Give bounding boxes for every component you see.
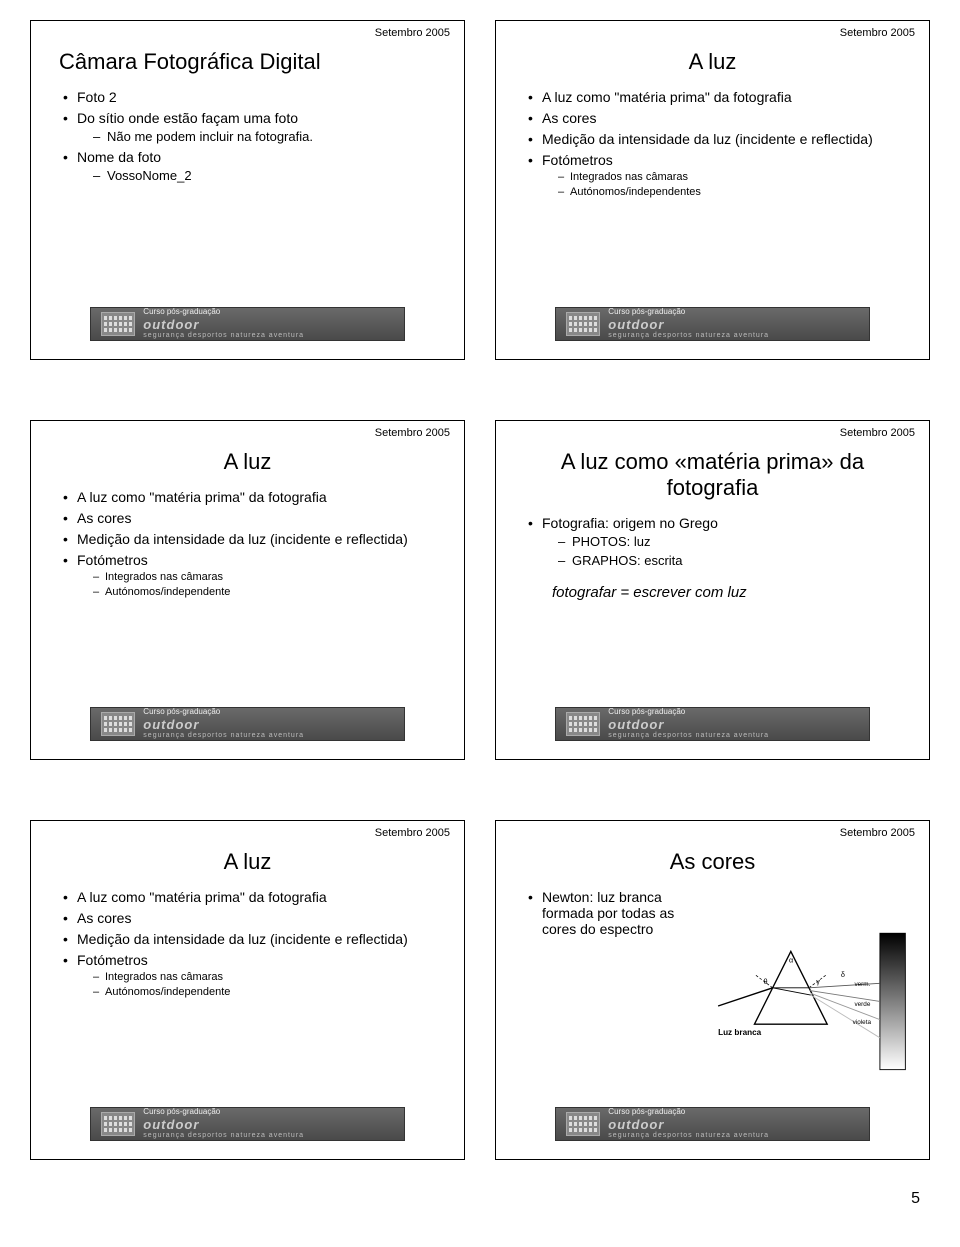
list-item: Fotografia: origem no Grego PHOTOS: luz … (528, 515, 909, 568)
slide-body: Fotografia: origem no Grego PHOTOS: luz … (516, 515, 909, 707)
slide-title: A luz (51, 849, 444, 875)
list-sub-item: VossoNome_2 (93, 168, 444, 183)
label-verm: verm. (854, 981, 870, 988)
footer-logo-icon (101, 312, 135, 336)
slide-aluz-2: Setembro 2005 A luz A luz como "matéria … (30, 420, 465, 760)
slide-title: As cores (516, 849, 909, 875)
slide-title: Câmara Fotográfica Digital (51, 49, 444, 75)
slide-date: Setembro 2005 (375, 427, 450, 439)
slide-as-cores: Setembro 2005 As cores Newton: luz branc… (495, 820, 930, 1160)
list-sub-item: Integrados nas câmaras (93, 571, 444, 583)
slide-date: Setembro 2005 (375, 827, 450, 839)
list-item: Fotómetros Integrados nas câmaras Autóno… (528, 152, 909, 198)
list-sub-item: PHOTOS: luz (558, 534, 909, 549)
angle-alpha: α (789, 955, 793, 964)
slide-title: A luz (516, 49, 909, 75)
list-item: A luz como "matéria prima" da fotografia (63, 889, 444, 905)
list-item: A luz como "matéria prima" da fotografia (63, 489, 444, 505)
slide-grid: Setembro 2005 Câmara Fotográfica Digital… (30, 20, 930, 1160)
list-item: Foto 2 (63, 89, 444, 105)
slide-title: A luz como «matéria prima» da fotografia (516, 449, 909, 501)
list-item: A luz como "matéria prima" da fotografia (528, 89, 909, 105)
slide-body: A luz como "matéria prima" da fotografia… (51, 489, 444, 707)
angle-gamma: γ (816, 977, 820, 986)
footer-banner: Curso pós-graduação outdoor segurança de… (555, 1107, 869, 1141)
footer-logo-icon (566, 712, 600, 736)
list-item: As cores (528, 110, 909, 126)
footer-logo-icon (101, 1112, 135, 1136)
list-sub-item: GRAPHOS: escrita (558, 553, 909, 568)
list-sub-item: Integrados nas câmaras (558, 171, 909, 183)
slide-camara: Setembro 2005 Câmara Fotográfica Digital… (30, 20, 465, 360)
list-item: As cores (63, 510, 444, 526)
list-item: Medição da intensidade da luz (incidente… (528, 131, 909, 147)
list-item: Newton: luz branca formada por todas as … (528, 889, 708, 937)
footer-banner: Curso pós-graduação outdoor segurança de… (555, 707, 869, 741)
list-item: Do sítio onde estão façam uma foto Não m… (63, 110, 444, 144)
footer-logo-icon (566, 1112, 600, 1136)
angle-delta: δ (841, 970, 845, 979)
slide-body: A luz como "matéria prima" da fotografia… (516, 89, 909, 307)
slide-aluz-3: Setembro 2005 A luz A luz como "matéria … (30, 820, 465, 1160)
footer-logo-icon (566, 312, 600, 336)
angle-theta: θ (764, 977, 768, 986)
list-sub-item: Autónomos/independentes (558, 186, 909, 198)
slide-body: A luz como "matéria prima" da fotografia… (51, 889, 444, 1107)
slide-body: Foto 2 Do sítio onde estão façam uma fot… (51, 89, 444, 307)
slide-aluz-1: Setembro 2005 A luz A luz como "matéria … (495, 20, 930, 360)
footer-banner: Curso pós-graduação outdoor segurança de… (90, 307, 404, 341)
prism-diagram: θ α γ δ verm. verde violeta Luz branca (709, 931, 909, 1081)
list-item: Fotómetros Integrados nas câmaras Autóno… (63, 952, 444, 998)
page-number: 5 (30, 1190, 930, 1208)
emphasis-text: fotografar = escrever com luz (552, 584, 909, 601)
slide-date: Setembro 2005 (840, 427, 915, 439)
list-item: Fotómetros Integrados nas câmaras Autóno… (63, 552, 444, 598)
footer-banner: Curso pós-graduação outdoor segurança de… (90, 707, 404, 741)
list-item: As cores (63, 910, 444, 926)
slide-materia-prima: Setembro 2005 A luz como «matéria prima»… (495, 420, 930, 760)
slide-date: Setembro 2005 (840, 827, 915, 839)
footer-logo-icon (101, 712, 135, 736)
slide-title: A luz (51, 449, 444, 475)
list-item: Medição da intensidade da luz (incidente… (63, 931, 444, 947)
list-sub-item: Autónomos/independente (93, 586, 444, 598)
list-item: Nome da foto VossoNome_2 (63, 149, 444, 183)
label-luz-branca: Luz branca (718, 1028, 762, 1037)
label-verde: verde (854, 1001, 870, 1008)
slide-date: Setembro 2005 (840, 27, 915, 39)
footer-banner: Curso pós-graduação outdoor segurança de… (90, 1107, 404, 1141)
list-sub-item: Autónomos/independente (93, 986, 444, 998)
list-sub-item: Não me podem incluir na fotografia. (93, 129, 444, 144)
slide-date: Setembro 2005 (375, 27, 450, 39)
list-item: Medição da intensidade da luz (incidente… (63, 531, 444, 547)
label-violeta: violeta (853, 1019, 872, 1026)
list-sub-item: Integrados nas câmaras (93, 971, 444, 983)
footer-banner: Curso pós-graduação outdoor segurança de… (555, 307, 869, 341)
